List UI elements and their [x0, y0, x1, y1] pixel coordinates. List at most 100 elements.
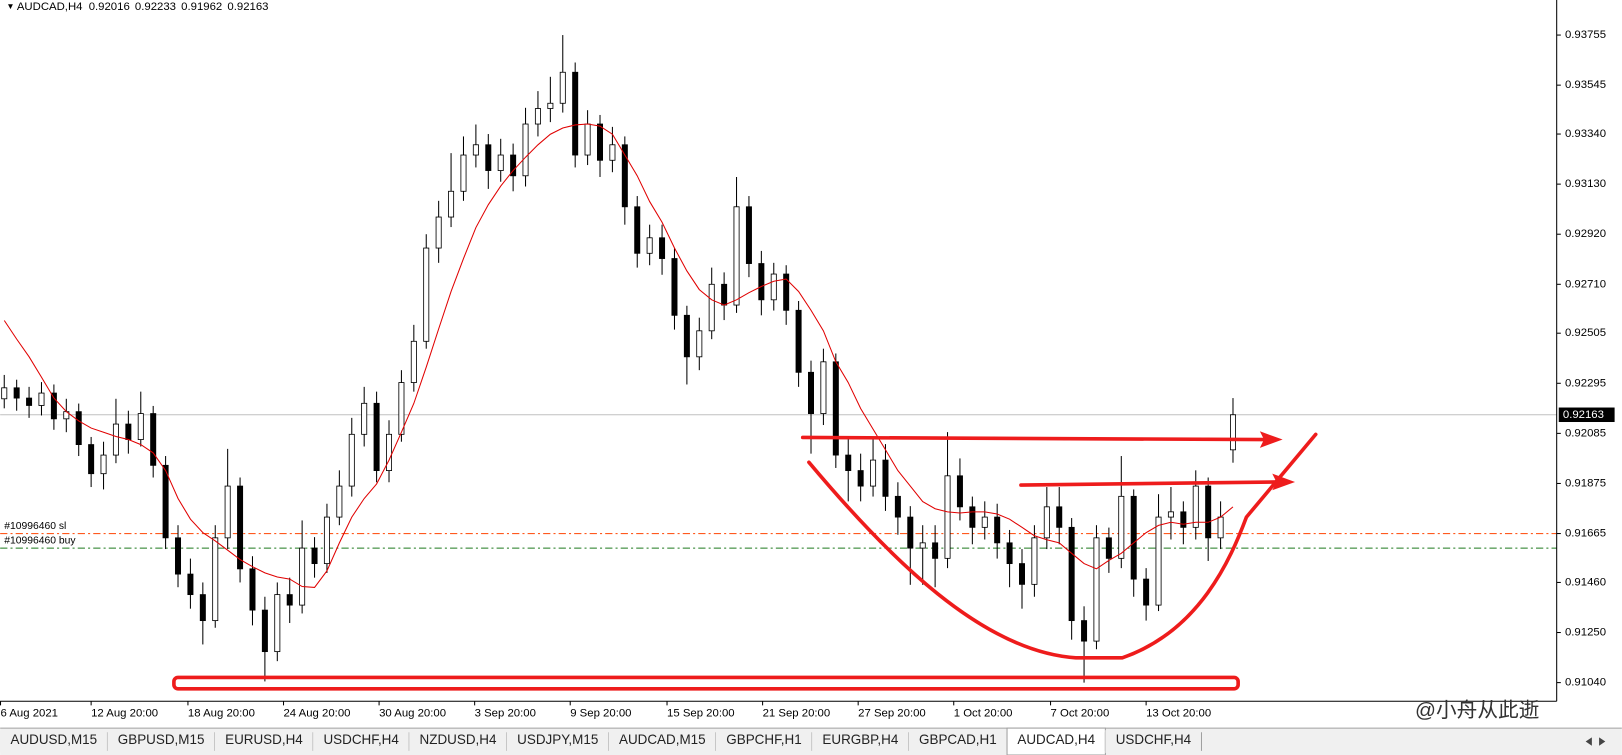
tab-label[interactable]: USDCHF,H4 [1116, 732, 1192, 747]
candle-body [212, 537, 219, 622]
candle-body [1105, 537, 1112, 559]
tab-label[interactable]: EURUSD,H4 [225, 732, 303, 747]
tab-label[interactable]: GBPCAD,H1 [919, 732, 997, 747]
tab[interactable] [908, 730, 1008, 753]
tab-label[interactable]: AUDUSD,M15 [10, 732, 97, 747]
y-tick-label: 0.91250 [1565, 627, 1606, 639]
plot-area: #10996460 sl #10996460 buy [0, 35, 1557, 683]
tab[interactable] [812, 730, 909, 753]
candle-body [1217, 516, 1224, 539]
candle-body [882, 459, 889, 497]
tab-bar: AUDUSD,M15 GBPUSD,M15 EURUSD,H4 USDCHF,H4 NZ… [0, 727, 1622, 755]
y-tick-label: 0.93755 [1565, 29, 1606, 41]
candle-body [1118, 495, 1125, 559]
high: 0.92233 [135, 1, 176, 13]
x-tick-label: 21 Sep 20:00 [763, 708, 831, 720]
candle-body [932, 542, 939, 559]
candle-body [50, 392, 57, 420]
arrow-line [800, 435, 1269, 442]
x-tick-label: 1 Oct 20:00 [954, 708, 1013, 720]
tab-label[interactable]: USDCHF,H4 [323, 732, 399, 747]
price-tag-label: 0.92163 [1563, 409, 1604, 421]
candle-body [286, 594, 293, 606]
candle-body [870, 459, 877, 487]
tab[interactable] [506, 730, 609, 753]
candle-body [733, 206, 740, 306]
candle-body [758, 263, 765, 301]
candle-body [522, 123, 529, 177]
y-tick-label: 0.92295 [1565, 377, 1606, 389]
tab[interactable] [409, 730, 507, 753]
candle-body [1205, 485, 1212, 539]
x-tick-label: 18 Aug 20:00 [188, 708, 255, 720]
candle-body [237, 485, 244, 570]
candle-body [1018, 563, 1025, 585]
chart-header: ▼ AUDCAD,H4 0.92016 0.92233 0.91962 0.92163 [6, 1, 268, 13]
candle-body [112, 423, 119, 456]
candle-body [609, 144, 616, 161]
tab[interactable] [214, 730, 314, 753]
tab[interactable] [0, 730, 108, 753]
candle-body [1180, 511, 1187, 528]
candle-body [510, 154, 517, 177]
candle-body [311, 547, 318, 565]
tab-label[interactable]: NZDUSD,H4 [420, 732, 497, 747]
candle-body [708, 283, 715, 332]
candle-body [299, 547, 306, 606]
x-tick-label: 6 Aug 2021 [1, 708, 58, 720]
candle-body [125, 423, 132, 440]
moving-average [3, 123, 1234, 588]
candle-body [1043, 506, 1050, 539]
candle-body [224, 485, 231, 539]
candle-body [1143, 578, 1150, 606]
candle-body [38, 392, 45, 406]
tab[interactable] [313, 730, 410, 753]
candle-body [1155, 516, 1162, 606]
candle-body [1093, 537, 1100, 642]
candle-body [820, 361, 827, 414]
candle-body [634, 206, 641, 254]
candle-body [373, 402, 380, 471]
x-tick-label: 24 Aug 20:00 [284, 708, 351, 720]
candle-body [597, 123, 604, 161]
candle-body [13, 387, 20, 399]
x-tick-label: 30 Aug 20:00 [379, 708, 446, 720]
drawings [172, 432, 1318, 691]
x-tick-label: 9 Sep 20:00 [570, 708, 631, 720]
candle-body [845, 454, 852, 471]
candle-body [100, 454, 107, 475]
candle-body [249, 568, 256, 611]
tab-label[interactable]: USDJPY,M15 [517, 732, 598, 747]
candle-body [1130, 495, 1137, 580]
order-label: #10996460 buy [4, 536, 76, 547]
candle-body [336, 485, 343, 518]
tab-label[interactable]: EURGBP,H4 [822, 732, 898, 747]
candle-body [460, 154, 467, 192]
tab[interactable] [107, 730, 215, 753]
candle-body [1192, 485, 1199, 528]
tab-scroll[interactable] [1585, 737, 1606, 746]
y-tick-label: 0.92920 [1565, 228, 1606, 240]
candle-body [969, 506, 976, 528]
tab-label[interactable]: GBPUSD,M15 [118, 732, 205, 747]
arrow-line [1019, 480, 1280, 487]
candle-body [919, 542, 926, 549]
candle-body [162, 464, 169, 539]
candle-body [1031, 537, 1038, 585]
candle-body [1167, 511, 1174, 518]
tab[interactable] [608, 730, 716, 753]
watermark: @小舟从此逝 [1415, 699, 1540, 722]
tab-label[interactable]: GBPCHF,H1 [726, 732, 801, 747]
tab[interactable] [1105, 730, 1202, 753]
candle-body [894, 495, 901, 518]
tab-label[interactable]: AUDCAD,H4 [1017, 732, 1095, 747]
price-tag [1558, 407, 1615, 423]
tab[interactable] [715, 730, 813, 753]
candle-body [75, 411, 82, 445]
tab-label[interactable]: AUDCAD,M15 [619, 732, 706, 747]
candle-body [944, 475, 951, 559]
candle-body [88, 444, 95, 475]
candle-body [435, 216, 442, 249]
candle-body [808, 371, 815, 414]
